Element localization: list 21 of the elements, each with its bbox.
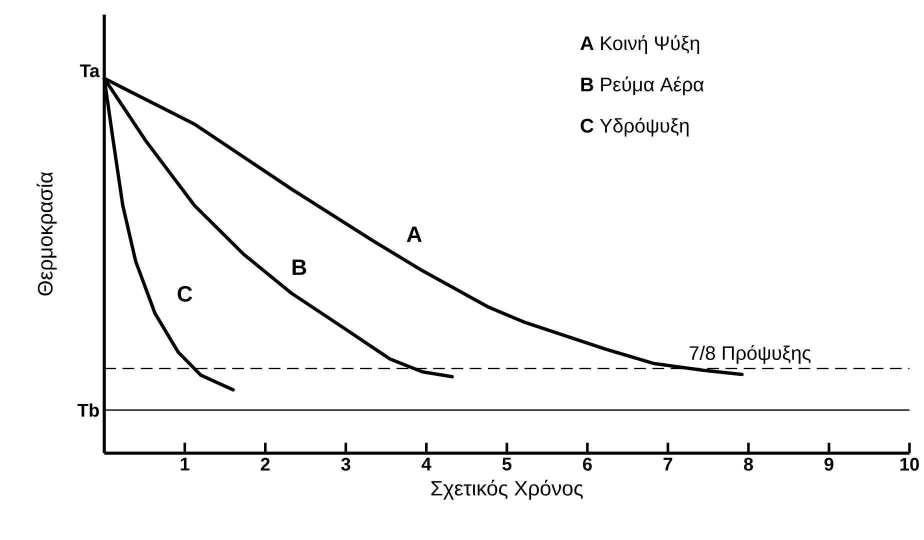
x-tick-label: 7: [664, 458, 672, 470]
x-tick-label: 9: [824, 458, 834, 471]
annotation: C Υδρόψυξη: [580, 118, 689, 136]
y-axis-title: Θερμοκρασία: [36, 172, 57, 296]
x-tick-label: 3: [341, 458, 350, 471]
x-tick-label: 10: [900, 458, 919, 471]
series-label: C: [178, 286, 192, 302]
x-tick-label: 2: [260, 458, 270, 470]
annotation: B Ρεύμα Αέρα: [581, 76, 704, 96]
text: A Κοινή Ψύξη: [580, 35, 700, 54]
x-tick-label: 5: [502, 458, 512, 470]
series-label: A: [406, 226, 422, 242]
ref-line-label: 7/8 Πρόψυξης: [690, 344, 811, 364]
series-label: B: [292, 260, 306, 275]
x-tick-label: 8: [744, 458, 753, 471]
x-tick-label: 6: [582, 458, 592, 471]
text: Ta: [80, 64, 100, 78]
x-axis-title: Σχετικός Χρόνος: [431, 480, 583, 500]
ref-line-label: Tb: [78, 403, 99, 417]
x-tick-label: 1: [180, 458, 190, 470]
x-tick-label: 4: [422, 458, 432, 470]
